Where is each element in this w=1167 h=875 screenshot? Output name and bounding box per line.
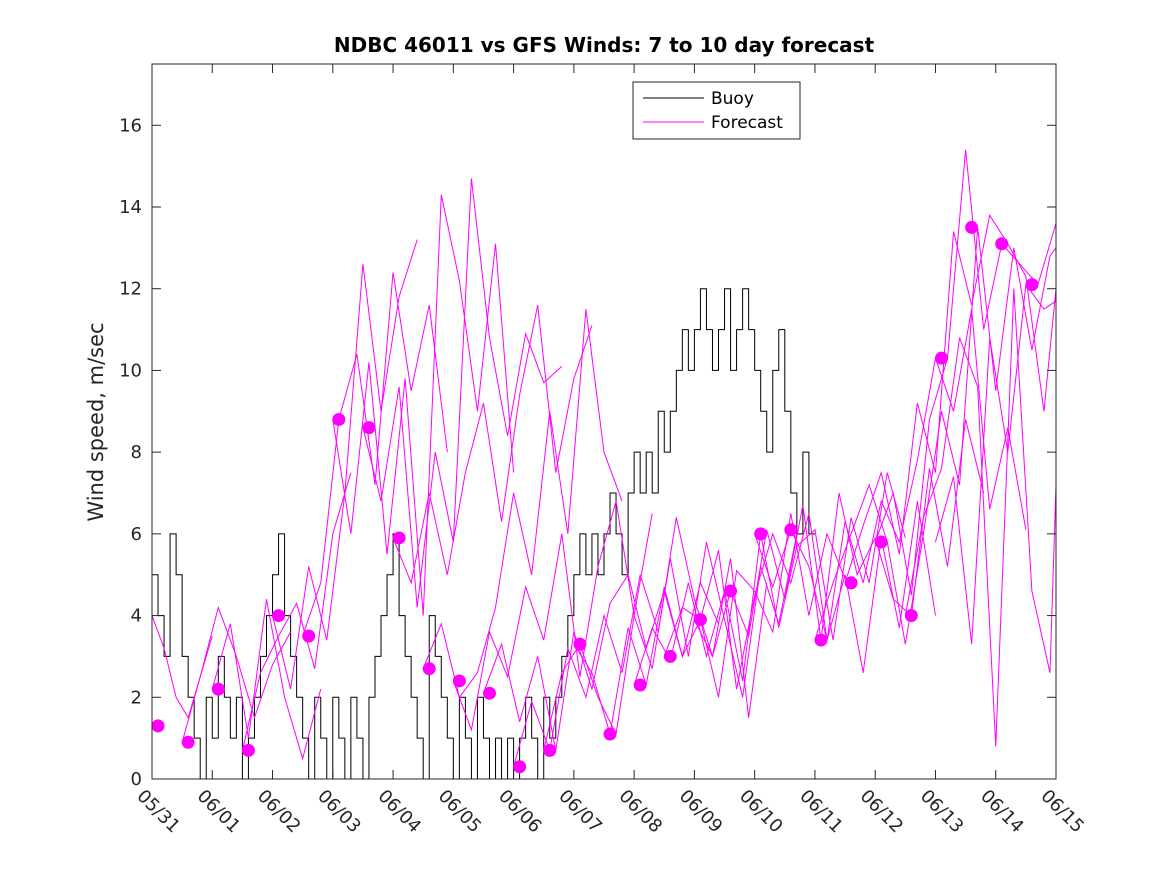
y-tick-label: 12 [119, 279, 142, 300]
forecast-series-line-6 [332, 194, 515, 616]
x-tick-label: 06/15 [1036, 786, 1088, 838]
x-tick-label: 06/13 [916, 786, 968, 838]
forecast-series-line-4 [272, 239, 418, 690]
forecast-markers [151, 220, 1039, 774]
forecast-marker [904, 609, 918, 623]
forecast-series-line-5 [302, 272, 448, 637]
forecast-marker [814, 633, 828, 647]
forecast-series-line-1 [181, 605, 292, 743]
forecast-marker [1025, 278, 1039, 292]
forecast-marker [573, 637, 587, 651]
x-tick-label: 06/05 [434, 786, 486, 838]
legend-box [632, 81, 801, 140]
forecast-marker [784, 523, 798, 537]
x-tick-label: 06/08 [615, 786, 667, 838]
forecast-marker [181, 735, 195, 749]
x-tick-label: 05/31 [132, 786, 184, 838]
forecast-series-line-10 [452, 501, 653, 732]
forecast-marker [302, 629, 316, 643]
x-tick-label: 06/04 [374, 786, 426, 838]
forecast-series-line-21 [874, 149, 1056, 596]
forecast-series-line-14 [573, 513, 846, 735]
forecast-series-line-3 [241, 472, 352, 751]
legend-forecast-label: Forecast [711, 113, 783, 133]
forecast-marker [874, 535, 888, 549]
y-axis-label: Wind speed, m/sec [84, 322, 108, 521]
forecast-marker [241, 743, 255, 757]
forecast-series-line-2 [211, 599, 322, 761]
x-tick-label: 06/06 [494, 786, 546, 838]
x-tick-label: 06/14 [976, 786, 1028, 838]
forecast-marker [603, 727, 617, 741]
forecast-series-line-15 [633, 472, 906, 686]
forecast-marker [513, 760, 527, 774]
forecast-series-line-17 [693, 419, 985, 658]
forecast-series-line-23 [934, 283, 1056, 645]
forecast-series-line-19 [814, 227, 1056, 645]
y-tick-label: 4 [131, 606, 142, 627]
x-tick-label: 06/11 [795, 786, 847, 838]
forecast-marker [995, 237, 1009, 251]
forecast-marker [693, 613, 707, 627]
y-tick-label: 2 [131, 687, 142, 708]
forecast-series-line-8 [392, 304, 593, 585]
forecast-marker [663, 649, 677, 663]
forecast-series-line-9 [422, 309, 623, 699]
chart-title: NDBC 46011 vs GFS Winds: 7 to 10 day for… [334, 33, 875, 57]
buoy-series-line [152, 288, 815, 779]
y-tick-label: 8 [131, 442, 142, 463]
y-tick-label: 0 [131, 769, 142, 790]
forecast-marker [633, 678, 647, 692]
forecast-marker [362, 421, 376, 435]
forecast-marker [211, 682, 225, 696]
forecast-marker [934, 351, 948, 365]
x-tick-label: 06/10 [735, 786, 787, 838]
y-tick-label: 6 [131, 524, 142, 545]
forecast-series-line-20 [844, 213, 1056, 584]
y-tick-label: 16 [119, 115, 142, 136]
forecast-series-line-13 [543, 533, 798, 751]
x-tick-label: 06/12 [856, 786, 908, 838]
forecast-marker [151, 719, 165, 733]
forecast-marker [965, 220, 979, 234]
forecast-marker [422, 662, 436, 676]
y-tick-label: 10 [119, 360, 142, 381]
forecast-marker [272, 609, 286, 623]
x-tick-label: 06/07 [554, 786, 606, 838]
x-tick-label: 06/09 [675, 786, 727, 838]
forecast-marker [482, 686, 496, 700]
forecast-marker [724, 584, 738, 598]
forecast-marker [754, 527, 768, 541]
forecast-series-line-11 [482, 573, 719, 751]
plot-frame [151, 63, 1057, 780]
forecast-marker [392, 531, 406, 545]
forecast-series-line-7 [362, 178, 563, 608]
x-tick-label: 06/02 [253, 786, 305, 838]
y-tick-label: 14 [119, 197, 142, 218]
forecast-marker [452, 674, 466, 688]
forecast-series-line-22 [904, 288, 1056, 747]
legend-buoy-label: Buoy [711, 89, 754, 109]
forecast-series-line-18 [754, 309, 1027, 641]
legend: Buoy Forecast [632, 81, 801, 140]
forecast-marker [543, 743, 557, 757]
series-layer [152, 149, 1056, 779]
forecast-marker [844, 576, 858, 590]
x-tick-label: 06/03 [313, 786, 365, 838]
x-tick-label: 06/01 [193, 786, 245, 838]
forecast-series-line-16 [663, 501, 936, 690]
forecast-marker [332, 412, 346, 426]
